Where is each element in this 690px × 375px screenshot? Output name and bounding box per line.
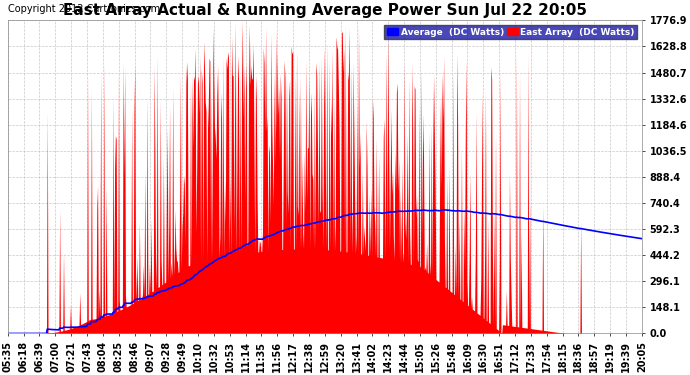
Text: Copyright 2012 Cartronics.com: Copyright 2012 Cartronics.com	[8, 4, 160, 14]
Title: East Array Actual & Running Average Power Sun Jul 22 20:05: East Array Actual & Running Average Powe…	[63, 3, 586, 18]
Legend: Average  (DC Watts), East Array  (DC Watts): Average (DC Watts), East Array (DC Watts…	[384, 25, 638, 39]
